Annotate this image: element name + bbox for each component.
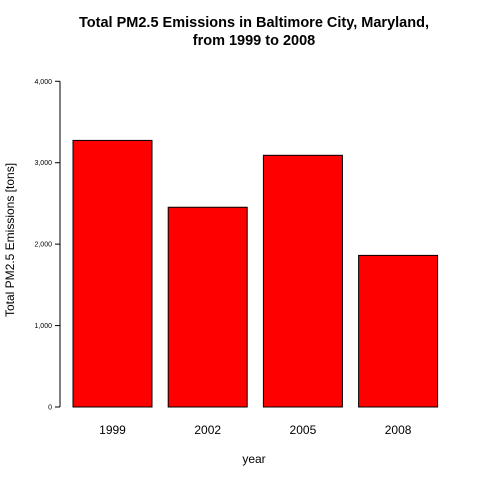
y-axis-title: Total PM2.5 Emissions [tons] bbox=[3, 163, 17, 317]
chart-title: Total PM2.5 Emissions in Baltimore City,… bbox=[79, 15, 429, 31]
x-tick-label-1999: 1999 bbox=[99, 423, 126, 437]
y-tick-label-2000: 2,000 bbox=[34, 242, 52, 249]
bar-2008 bbox=[358, 254, 439, 408]
y-tick-label-0: 0 bbox=[48, 405, 52, 412]
bars-group bbox=[72, 139, 439, 408]
chart-subtitle: from 1999 to 2008 bbox=[193, 33, 316, 49]
x-axis-title: year bbox=[242, 452, 265, 466]
y-axis: 0 1,000 2,000 3,000 4,000 bbox=[34, 79, 61, 412]
bar-2002 bbox=[167, 206, 248, 408]
bar-1999 bbox=[72, 139, 153, 408]
y-tick-label-3000: 3,000 bbox=[34, 160, 52, 167]
y-tick-label-1000: 1,000 bbox=[34, 323, 52, 330]
x-tick-label-2002: 2002 bbox=[194, 423, 221, 437]
bar-2005 bbox=[262, 154, 343, 408]
x-tick-labels: 1999 2002 2005 2008 bbox=[99, 423, 412, 437]
x-tick-label-2008: 2008 bbox=[385, 423, 412, 437]
x-tick-label-2005: 2005 bbox=[290, 423, 317, 437]
y-tick-label-4000: 4,000 bbox=[34, 79, 52, 86]
